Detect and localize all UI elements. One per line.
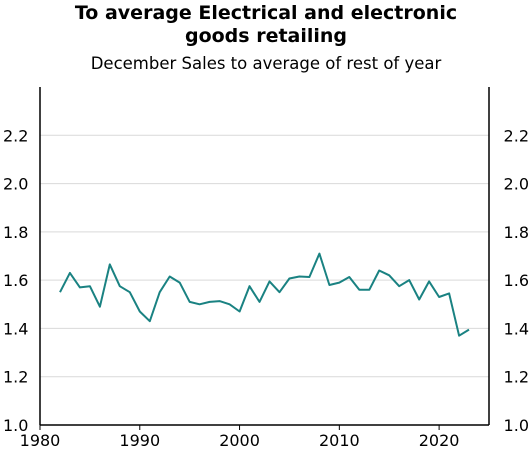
x-tick-label-0: 1980	[20, 431, 61, 450]
y-tick-label-right-4: 1.8	[504, 223, 529, 242]
chart-title-line-2: goods retailing	[184, 25, 348, 47]
y-tick-label-left-6: 2.2	[3, 126, 28, 145]
x-tick-label-4: 2020	[419, 431, 460, 450]
y-tick-label-right-6: 2.2	[504, 126, 529, 145]
chart-title-line-1: To average Electrical and electronic	[74, 2, 458, 24]
y-tick-label-right-5: 2.0	[504, 175, 529, 194]
y-tick-label-left-2: 1.4	[3, 319, 28, 338]
chart-title: To average Electrical and electronic goo…	[0, 2, 532, 48]
x-tick-label-3: 2010	[319, 431, 360, 450]
x-tick-label-2: 2000	[219, 431, 260, 450]
chart-subtitle: December Sales to average of rest of yea…	[90, 54, 442, 73]
y-tick-label-left-3: 1.6	[3, 271, 28, 290]
y-tick-label-left-4: 1.8	[3, 223, 28, 242]
y-tick-label-right-3: 1.6	[504, 271, 529, 290]
y-tick-label-right-2: 1.4	[504, 319, 529, 338]
y-tick-label-right-0: 1.0	[504, 416, 529, 435]
y-tick-label-left-1: 1.2	[3, 368, 28, 387]
y-tick-label-right-1: 1.2	[504, 368, 529, 387]
y-tick-label-left-0: 1.0	[3, 416, 28, 435]
y-tick-label-left-5: 2.0	[3, 175, 28, 194]
series-line-0	[59, 252, 470, 337]
x-tick-label-1: 1990	[119, 431, 160, 450]
